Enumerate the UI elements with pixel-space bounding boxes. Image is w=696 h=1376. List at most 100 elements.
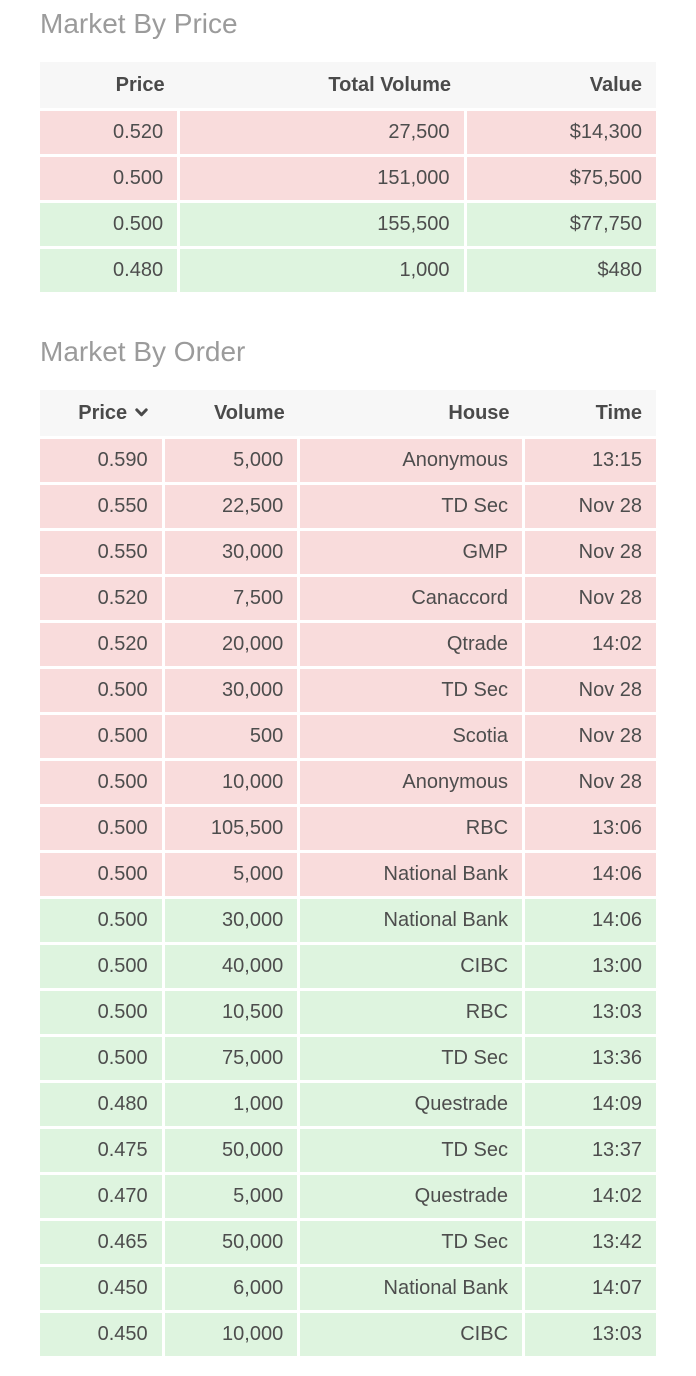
time-cell: 14:09: [522, 1080, 656, 1128]
market-by-price-table: Price Total Volume Value 0.520 27,500 $14,…: [40, 62, 656, 292]
time-cell: 14:06: [522, 896, 656, 944]
market-by-order-table: Price Volume House Time: [40, 390, 656, 1356]
volume-cell: 10,500: [161, 988, 299, 1036]
market-by-price-title: Market By Price: [40, 8, 238, 39]
volume-cell: 30,000: [161, 528, 299, 576]
column-header-label: Time: [595, 402, 642, 424]
house-cell: Questrade: [297, 1080, 524, 1128]
table-row: 0.500 10,500 RBC 13:03: [40, 988, 656, 1036]
table-row: 0.475 50,000 TD Sec 13:37: [40, 1126, 656, 1174]
price-cell: 0.520: [40, 108, 179, 156]
price-cell: 0.475: [40, 1126, 164, 1174]
price-cell: 0.500: [40, 200, 179, 248]
table-row: 0.520 27,500 $14,300: [40, 108, 656, 156]
table-row: 0.470 5,000 Questrade 14:02: [40, 1172, 656, 1220]
price-cell: 0.500: [40, 758, 164, 806]
house-cell: TD Sec: [297, 1218, 524, 1266]
table-row: 0.500 151,000 $75,500: [40, 154, 656, 202]
price-cell: 0.500: [40, 712, 164, 760]
time-cell: 13:36: [522, 1034, 656, 1082]
market-by-order-section: Market By Order Price: [40, 292, 656, 1356]
market-by-price-section: Market By Price Price Total Volume Value: [40, 0, 656, 292]
price-cell: 0.480: [40, 246, 179, 292]
house-cell: RBC: [297, 804, 524, 852]
table-row: 0.520 20,000 Qtrade 14:02: [40, 620, 656, 668]
house-cell: CIBC: [297, 942, 524, 990]
value-cell: $77,750: [463, 200, 656, 248]
table-row: 0.500 10,000 Anonymous Nov 28: [40, 758, 656, 806]
house-cell: GMP: [297, 528, 524, 576]
column-header-time: Time: [523, 390, 656, 438]
column-header-label: Price: [78, 402, 128, 424]
volume-cell: 10,000: [161, 758, 299, 806]
table-row: 0.500 75,000 TD Sec 13:36: [40, 1034, 656, 1082]
price-cell: 0.470: [40, 1172, 164, 1220]
table-row: 0.550 30,000 GMP Nov 28: [40, 528, 656, 576]
total-volume-cell: 151,000: [177, 154, 466, 202]
volume-cell: 30,000: [161, 666, 299, 714]
time-cell: Nov 28: [522, 666, 656, 714]
table-row: 0.465 50,000 TD Sec 13:42: [40, 1218, 656, 1266]
house-cell: Questrade: [297, 1172, 524, 1220]
volume-cell: 20,000: [161, 620, 299, 668]
table-row: 0.450 10,000 CIBC 13:03: [40, 1310, 656, 1356]
column-header-label: House: [448, 402, 510, 424]
volume-cell: 1,000: [161, 1080, 299, 1128]
house-cell: TD Sec: [297, 482, 524, 530]
house-cell: Canaccord: [297, 574, 524, 622]
value-cell: $75,500: [463, 154, 656, 202]
house-cell: Scotia: [297, 712, 524, 760]
column-header-label: Total Volume: [328, 74, 452, 96]
volume-cell: 500: [161, 712, 299, 760]
table-row: 0.480 1,000 Questrade 14:09: [40, 1080, 656, 1128]
time-cell: 13:37: [522, 1126, 656, 1174]
volume-cell: 75,000: [161, 1034, 299, 1082]
table-row: 0.500 500 Scotia Nov 28: [40, 712, 656, 760]
column-header-price[interactable]: Price: [40, 390, 164, 438]
time-cell: 13:03: [522, 988, 656, 1036]
time-cell: 13:15: [522, 436, 656, 484]
time-cell: Nov 28: [522, 574, 656, 622]
table-row: 0.500 30,000 TD Sec Nov 28: [40, 666, 656, 714]
price-cell: 0.500: [40, 804, 164, 852]
price-cell: 0.450: [40, 1264, 164, 1312]
volume-cell: 22,500: [161, 482, 299, 530]
total-volume-cell: 155,500: [177, 200, 466, 248]
volume-cell: 5,000: [161, 1172, 299, 1220]
price-cell: 0.550: [40, 528, 164, 576]
table-row: 0.450 6,000 National Bank 14:07: [40, 1264, 656, 1312]
house-cell: Anonymous: [297, 436, 524, 484]
table-row: 0.500 105,500 RBC 13:06: [40, 804, 656, 852]
volume-cell: 5,000: [161, 850, 299, 898]
house-cell: National Bank: [297, 850, 524, 898]
house-cell: RBC: [297, 988, 524, 1036]
table-row: 0.500 155,500 $77,750: [40, 200, 656, 248]
header-row: Price Total Volume Value: [40, 62, 656, 110]
price-cell: 0.500: [40, 896, 164, 944]
time-cell: 13:06: [522, 804, 656, 852]
house-cell: TD Sec: [297, 1126, 524, 1174]
volume-cell: 50,000: [161, 1126, 299, 1174]
price-cell: 0.500: [40, 850, 164, 898]
house-cell: TD Sec: [297, 666, 524, 714]
column-header-value: Value: [465, 62, 656, 110]
price-cell: 0.480: [40, 1080, 164, 1128]
header-row: Price Volume House Time: [40, 390, 656, 438]
price-cell: 0.450: [40, 1310, 164, 1356]
table-row: 0.500 30,000 National Bank 14:06: [40, 896, 656, 944]
volume-cell: 30,000: [161, 896, 299, 944]
time-cell: Nov 28: [522, 528, 656, 576]
time-cell: Nov 28: [522, 712, 656, 760]
house-cell: TD Sec: [297, 1034, 524, 1082]
table-row: 0.590 5,000 Anonymous 13:15: [40, 436, 656, 484]
time-cell: 14:02: [522, 1172, 656, 1220]
price-cell: 0.550: [40, 482, 164, 530]
value-cell: $14,300: [463, 108, 656, 156]
volume-cell: 6,000: [161, 1264, 299, 1312]
volume-cell: 105,500: [161, 804, 299, 852]
price-cell: 0.520: [40, 574, 164, 622]
time-cell: 13:03: [522, 1310, 656, 1356]
time-cell: Nov 28: [522, 758, 656, 806]
column-header-price: Price: [40, 62, 179, 110]
